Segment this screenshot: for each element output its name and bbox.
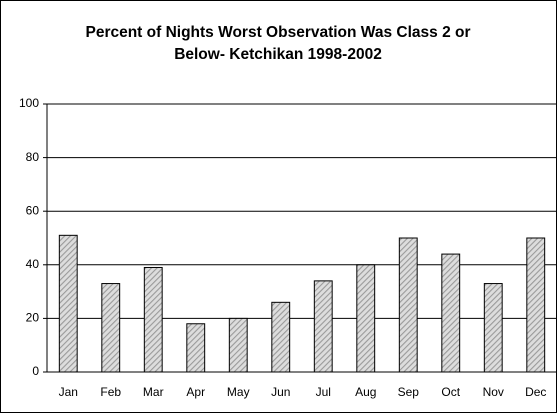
- bar: [313, 280, 333, 373]
- x-tick-label: May: [227, 385, 250, 399]
- bar: [101, 283, 121, 373]
- x-tick-label: Jul: [316, 385, 331, 399]
- bar: [58, 234, 78, 373]
- bar: [186, 323, 206, 373]
- x-tick-label: Nov: [483, 385, 504, 399]
- y-tick-label: 60: [26, 203, 40, 217]
- x-tick-label: Mar: [143, 385, 164, 399]
- x-tick-label: Aug: [355, 385, 376, 399]
- chart-title: Percent of Nights Worst Observation Was …: [85, 24, 471, 63]
- bar: [356, 264, 376, 373]
- x-tick-label: Apr: [186, 385, 205, 399]
- bar: [526, 237, 546, 373]
- y-tick-label: 40: [26, 257, 40, 271]
- y-tick-label: 100: [19, 96, 39, 110]
- x-tick-label: Jan: [59, 385, 78, 399]
- bar: [228, 317, 248, 373]
- bar: [483, 283, 503, 373]
- x-tick-label: Sep: [398, 385, 420, 399]
- bar: [398, 237, 418, 373]
- bar: [271, 301, 291, 373]
- bar: [441, 253, 461, 373]
- x-tick-label: Dec: [525, 385, 546, 399]
- x-tick-label: Feb: [100, 385, 121, 399]
- y-tick-label: 80: [26, 150, 40, 164]
- bar: [143, 266, 163, 373]
- y-tick-label: 20: [26, 311, 40, 325]
- x-tick-label: Jun: [271, 385, 290, 399]
- y-tick-label: 0: [32, 364, 39, 378]
- x-tick-label: Oct: [441, 385, 460, 399]
